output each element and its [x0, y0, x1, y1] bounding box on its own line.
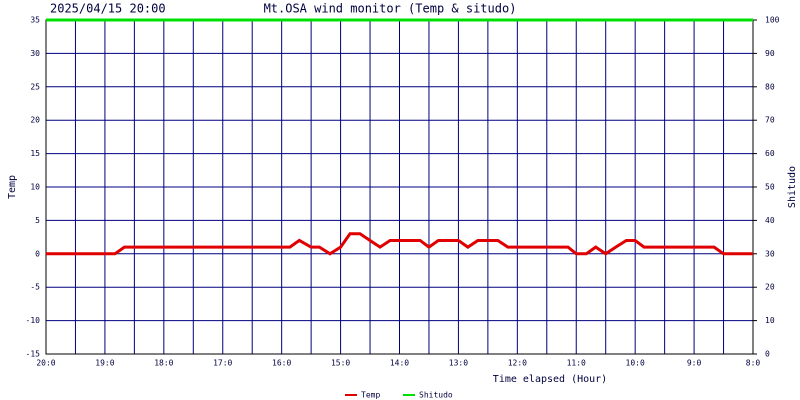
x-tick-label: 8:0: [746, 359, 761, 368]
y2-axis-label: Shitudo: [787, 166, 798, 208]
x-tick-label: 14:0: [390, 359, 409, 368]
y-tick-label: -5: [30, 283, 40, 292]
x-tick-label: 9:0: [687, 359, 702, 368]
y2-tick-label: 0: [765, 350, 770, 359]
y-tick-label: -10: [26, 316, 41, 325]
x-tick-label: 10:0: [626, 359, 645, 368]
x-tick-label: 16:0: [272, 359, 291, 368]
x-tick-label: 15:0: [331, 359, 350, 368]
y2-tick-label: 80: [765, 82, 775, 91]
y-tick-label: 15: [30, 149, 40, 158]
y2-tick-label: 60: [765, 149, 775, 158]
y-tick-label: 20: [30, 116, 40, 125]
y2-tick-label: 40: [765, 216, 775, 225]
chart-subtitle: 2025/04/15 20:00: [50, 2, 166, 16]
legend-label: Temp: [361, 391, 380, 400]
legend-label: Shitudo: [419, 391, 453, 400]
y2-tick-label: 20: [765, 283, 775, 292]
x-tick-label: 18:0: [154, 359, 173, 368]
x-axis-label: Time elapsed (Hour): [493, 374, 607, 385]
x-tick-label: 17:0: [213, 359, 232, 368]
x-tick-label: 11:0: [567, 359, 586, 368]
y-tick-label: -15: [26, 350, 41, 359]
y2-tick-label: 50: [765, 183, 775, 192]
y-tick-label: 10: [30, 183, 40, 192]
y2-tick-label: 10: [765, 316, 775, 325]
y-tick-label: 35: [30, 16, 40, 25]
x-tick-label: 12:0: [508, 359, 527, 368]
y-tick-label: 30: [30, 49, 40, 58]
x-tick-label: 20:0: [36, 359, 55, 368]
y2-tick-label: 90: [765, 49, 775, 58]
y-tick-label: 5: [35, 216, 40, 225]
y2-tick-label: 30: [765, 249, 775, 258]
series-line: [46, 232, 753, 256]
y2-tick-label: 100: [765, 16, 780, 25]
y2-tick-label: 70: [765, 116, 775, 125]
chart-title: Mt.OSA wind monitor (Temp & situdo): [264, 2, 517, 16]
x-tick-label: 19:0: [95, 359, 114, 368]
y-axis-label: Temp: [7, 175, 18, 199]
x-tick-label: 13:0: [449, 359, 468, 368]
y-tick-label: 25: [30, 82, 40, 91]
y-tick-label: 0: [35, 249, 40, 258]
